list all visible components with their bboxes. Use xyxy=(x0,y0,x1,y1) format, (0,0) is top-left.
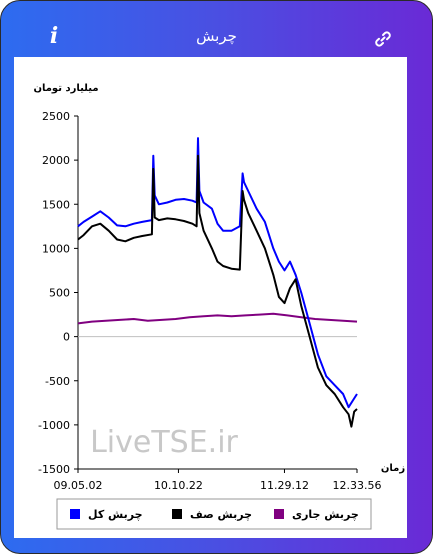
y-tick-label: 2500 xyxy=(42,110,70,123)
x-tick-label: 09.05.02 xyxy=(54,479,103,492)
x-tick-label: 11.29.12 xyxy=(260,479,309,492)
legend-swatch xyxy=(274,509,284,519)
y-tick-label: 1500 xyxy=(42,198,70,211)
legend xyxy=(56,498,372,530)
series-line xyxy=(77,312,358,325)
y-tick-label: 0 xyxy=(63,331,70,344)
legend-swatch xyxy=(70,509,80,519)
y-tick-label: 1000 xyxy=(42,242,70,255)
legend-swatch xyxy=(172,509,182,519)
series-line xyxy=(77,154,358,428)
x-axis-label: زمان xyxy=(381,463,405,474)
link-icon[interactable] xyxy=(373,29,393,49)
series-line xyxy=(77,137,358,409)
page-title: چربش xyxy=(196,27,237,45)
x-tick-label: 10.10.22 xyxy=(154,479,203,492)
info-icon[interactable]: i xyxy=(49,23,59,49)
legend-label: چربش کل xyxy=(88,508,143,521)
y-tick-label: -1500 xyxy=(38,463,70,476)
legend-label: چربش جاری xyxy=(292,508,359,521)
y-tick-label: -1000 xyxy=(38,419,70,432)
y-tick-label: 2000 xyxy=(42,154,70,167)
x-tick-label: 12.33.56 xyxy=(333,479,382,492)
y-axis-label: میلیارد تومان xyxy=(33,83,98,94)
header-bar: i چربش xyxy=(1,1,432,53)
chart: میلیارد تومان LiveTSE.ir 2500 2000 1500 1000 5… xyxy=(33,83,405,530)
watermark: LiveTSE.ir xyxy=(90,425,238,460)
legend-label: چربش صف xyxy=(190,508,252,521)
chart-card: میلیارد تومان LiveTSE.ir 2500 2000 1500 1000 5… xyxy=(14,57,407,538)
y-tick-label: -500 xyxy=(45,375,70,388)
y-tick-label: 500 xyxy=(49,287,70,300)
